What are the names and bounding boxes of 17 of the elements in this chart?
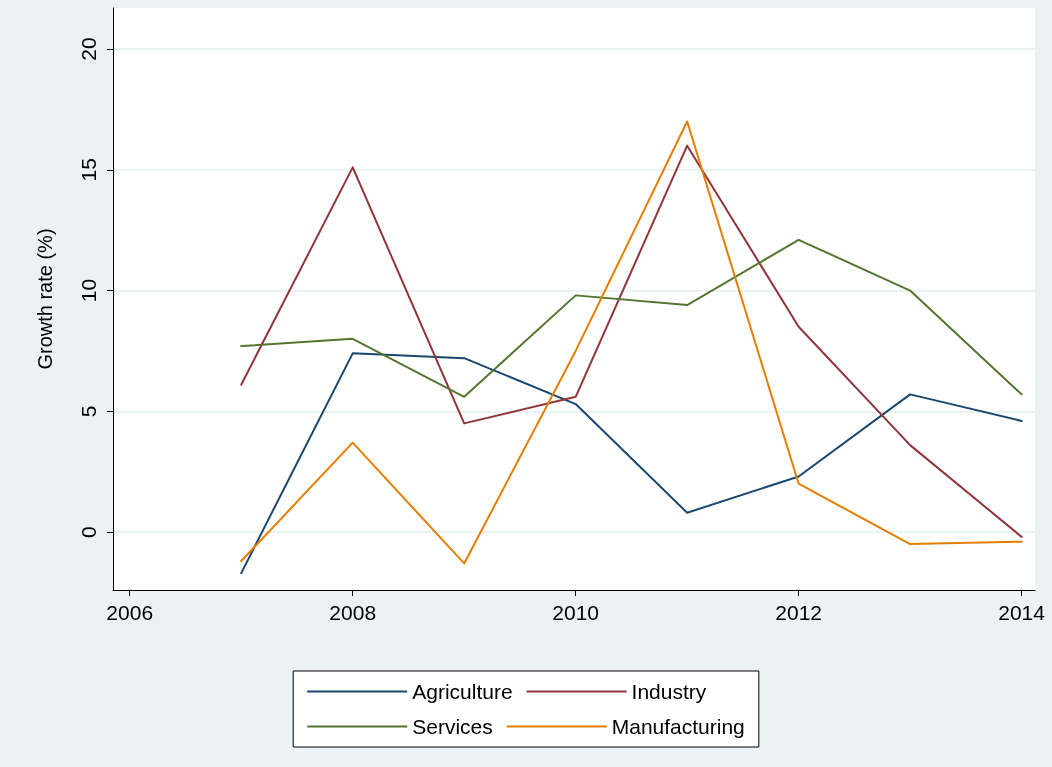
legend-label: Agriculture — [412, 680, 513, 703]
x-tick-label: 2008 — [329, 601, 377, 624]
legend-label: Industry — [631, 680, 707, 703]
y-tick-label: 0 — [77, 526, 100, 538]
x-tick-label: 2010 — [552, 601, 600, 624]
y-tick-label: 5 — [77, 405, 100, 418]
y-tick-label: 15 — [77, 158, 100, 182]
y-tick-label: 20 — [77, 37, 100, 61]
x-tick-label: 2006 — [106, 601, 154, 624]
legend-label: Manufacturing — [611, 715, 745, 738]
x-tick-label: 2012 — [775, 601, 823, 624]
y-tick-label: 10 — [77, 278, 100, 303]
legend-label: Services — [412, 715, 493, 738]
line-series — [240, 352, 1023, 575]
line-series — [240, 238, 1023, 398]
x-tick-label: 2014 — [998, 601, 1046, 624]
y-axis-title: Growth rate (%) — [34, 228, 56, 370]
